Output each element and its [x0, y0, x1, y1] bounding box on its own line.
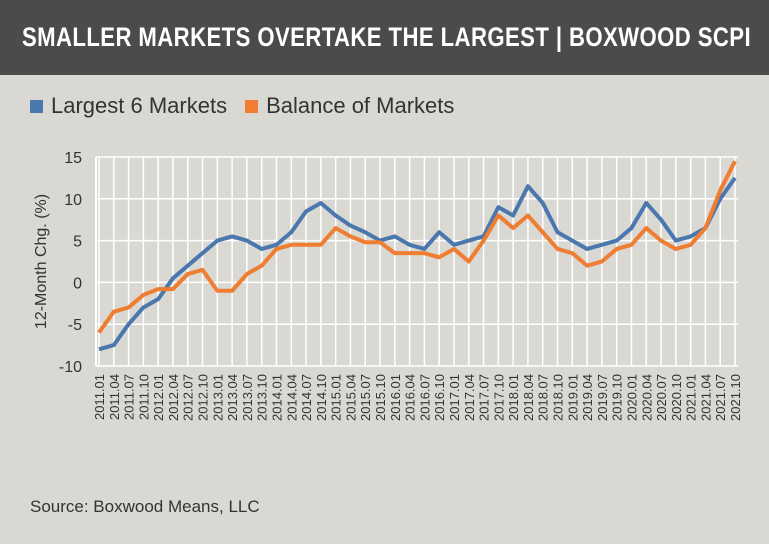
- x-tick-label: 2012.10: [196, 374, 211, 421]
- x-tick-label: 2011.10: [136, 374, 151, 420]
- chart-title: SMALLER MARKETS OVERTAKE THE LARGEST | B…: [22, 22, 752, 52]
- y-tick-label: 5: [73, 234, 82, 251]
- x-tick-label: 2013.10: [255, 374, 270, 421]
- header-bar: SMALLER MARKETS OVERTAKE THE LARGEST | B…: [0, 0, 769, 75]
- y-tick-label: 15: [64, 150, 82, 167]
- x-tick-label: 2014.04: [284, 374, 299, 421]
- x-tick-label: 2016.04: [403, 374, 418, 421]
- y-axis-label: 12-Month Chg. (%): [33, 194, 50, 329]
- legend-label: Largest 6 Markets: [51, 93, 228, 118]
- x-tick-label: 2013.04: [225, 374, 240, 421]
- x-tick-label: 2020.04: [639, 374, 654, 421]
- legend: Largest 6 Markets Balance of Markets: [30, 93, 472, 119]
- x-tick-label: 2013.07: [240, 374, 255, 421]
- legend-swatch-orange: [245, 99, 259, 113]
- y-tick-label: 10: [64, 192, 82, 209]
- legend-item-largest: Largest 6 Markets: [30, 93, 227, 119]
- x-tick-label: 2021.10: [728, 374, 743, 421]
- legend-swatch-blue: [30, 99, 43, 113]
- x-tick-label: 2015.01: [329, 374, 344, 421]
- x-tick-label: 2011.07: [122, 374, 137, 420]
- x-tick-label: 2017.01: [447, 374, 462, 421]
- x-tick-label: 2012.07: [181, 374, 196, 421]
- x-tick-label: 2018.07: [536, 374, 551, 421]
- x-tick-label: 2015.07: [358, 374, 373, 421]
- x-tick-label: 2011.04: [107, 374, 122, 420]
- x-tick-label: 2019.10: [610, 374, 625, 421]
- x-tick-label: 2019.07: [595, 374, 610, 421]
- x-tick-label: 2011.01: [92, 374, 107, 420]
- legend-label: Balance of Markets: [266, 93, 455, 118]
- x-tick-label: 2019.04: [580, 374, 595, 421]
- x-tick-label: 2012.04: [166, 374, 181, 421]
- x-tick-label: 2018.04: [521, 374, 536, 421]
- y-tick-label: -10: [59, 359, 82, 376]
- y-tick-label: -5: [68, 317, 82, 334]
- x-tick-label: 2012.01: [151, 374, 166, 421]
- x-tick-label: 2016.10: [432, 374, 447, 421]
- x-tick-label: 2021.01: [684, 374, 699, 421]
- x-tick-label: 2016.01: [388, 374, 403, 421]
- x-tick-label: 2020.07: [654, 374, 669, 421]
- x-tick-label: 2021.07: [713, 374, 728, 421]
- x-tick-label: 2020.10: [669, 374, 684, 421]
- x-tick-label: 2018.01: [506, 374, 521, 421]
- x-tick-label: 2018.10: [551, 374, 566, 421]
- x-tick-label: 2014.10: [314, 374, 329, 421]
- x-tick-label: 2016.07: [417, 374, 432, 421]
- x-tick-label: 2014.07: [299, 374, 314, 421]
- x-tick-label: 2013.01: [210, 374, 225, 421]
- series-line-largest-6-markets: [98, 176, 737, 352]
- source-note: Source: Boxwood Means, LLC: [30, 497, 260, 516]
- x-tick-label: 2015.10: [373, 374, 388, 421]
- x-tick-label: 2017.07: [477, 374, 492, 421]
- x-tick-label: 2014.01: [269, 374, 284, 421]
- y-tick-label: 0: [73, 275, 82, 292]
- x-tick-label: 2017.04: [462, 374, 477, 421]
- x-tick-label: 2017.10: [491, 374, 506, 421]
- series-line-balance-of-markets: [97, 160, 737, 334]
- legend-item-balance: Balance of Markets: [245, 93, 454, 119]
- x-tick-label: 2019.01: [565, 374, 580, 421]
- x-tick-label: 2021.04: [698, 374, 713, 421]
- x-tick-label: 2015.04: [343, 374, 358, 421]
- x-tick-label: 2020.01: [624, 374, 639, 421]
